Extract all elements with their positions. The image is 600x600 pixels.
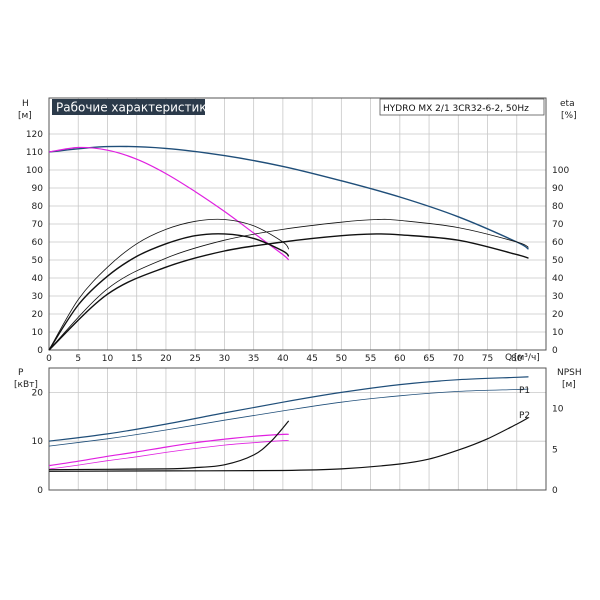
x-tick-label: 20 <box>160 354 172 364</box>
npsh-axis-label: NPSH <box>557 368 582 378</box>
x-tick-label: 10 <box>102 354 114 364</box>
y2-axis-unit: [%] <box>561 111 577 121</box>
y-tick-label: 80 <box>32 202 44 212</box>
y-tick-label: 100 <box>26 166 43 176</box>
npsh-axis-unit: [м] <box>562 380 576 390</box>
npsh-tick-label: 0 <box>552 486 558 496</box>
x-tick-label: 15 <box>131 354 142 364</box>
lower-y-ticks: 0 10 20 <box>32 388 44 496</box>
y-tick-label: 120 <box>26 130 43 140</box>
y-tick-label: 70 <box>32 220 44 230</box>
upper-plot-frame <box>48 97 547 351</box>
x-tick-label: 45 <box>306 354 317 364</box>
lower-curve-4 <box>48 440 289 470</box>
y2-axis-label: eta <box>560 99 575 109</box>
y2-tick-label: 70 <box>552 220 564 230</box>
lower-grid <box>48 368 546 491</box>
lower-curve-1 <box>48 376 529 442</box>
upper-y2-ticks: 0 10 20 30 40 50 60 70 80 90 100 <box>552 166 569 356</box>
lower-curve-6 <box>48 417 529 472</box>
y2-tick-label: 30 <box>552 292 564 302</box>
lower-curve-2 <box>48 388 529 447</box>
x-axis-label: Q <box>505 353 512 363</box>
lower-panel: 0 10 20 0 5 10 P [кВт] NPSH [м] P1 P2 <box>14 367 582 496</box>
lower-curve-5 <box>48 420 290 471</box>
x-tick-label: 55 <box>365 354 376 364</box>
x-tick-label: 75 <box>482 354 493 364</box>
y-tick-label: 0 <box>37 346 43 356</box>
y-axis-label: H <box>22 99 29 109</box>
x-tick-label: 0 <box>46 354 52 364</box>
x-tick-label: 50 <box>336 354 348 364</box>
x-tick-label: 30 <box>219 354 231 364</box>
upper-series <box>48 145 529 351</box>
x-tick-label: 80 <box>511 354 523 364</box>
power-axis-label: P <box>18 368 24 378</box>
y-tick-label: 50 <box>32 256 44 266</box>
y2-tick-label: 10 <box>552 328 564 338</box>
model-label: HYDRO MX 2/1 3CR32-6-2, 50Hz <box>383 104 529 114</box>
y2-tick-label: 40 <box>552 274 564 284</box>
upper-grid <box>48 98 546 351</box>
model-box <box>379 98 545 116</box>
x-tick-label: 35 <box>248 354 259 364</box>
x-tick-label: 25 <box>189 354 200 364</box>
y2-tick-label: 100 <box>552 166 569 176</box>
y-tick-label: 10 <box>32 328 44 338</box>
y-tick-label: 20 <box>32 310 44 320</box>
upper-y-ticks: 0 10 20 30 40 50 60 70 80 90 100 110 120 <box>26 130 43 356</box>
p2-series-label: P2 <box>519 411 530 421</box>
y-tick-label: 40 <box>32 274 44 284</box>
lower-plot-frame <box>48 367 547 491</box>
npsh-tick-label: 5 <box>552 445 558 455</box>
chart-title: Рабочие характеристики <box>56 101 214 115</box>
power-axis-unit: [кВт] <box>14 380 38 390</box>
power-tick-label: 10 <box>32 437 44 447</box>
upper-panel: Рабочие характеристики HYDRO MX 2/1 3CR3… <box>18 97 577 364</box>
power-tick-label: 0 <box>37 486 43 496</box>
title-box <box>52 99 205 115</box>
upper-curve-1 <box>48 145 529 250</box>
y2-tick-label: 90 <box>552 184 564 194</box>
y-tick-label: 30 <box>32 292 44 302</box>
y2-tick-label: 60 <box>552 238 564 248</box>
y2-tick-label: 50 <box>552 256 564 266</box>
lower-curve-3 <box>48 433 289 467</box>
y2-tick-label: 20 <box>552 310 564 320</box>
y-tick-label: 110 <box>26 148 43 158</box>
upper-curve-4 <box>48 233 290 351</box>
y2-tick-label: 0 <box>552 346 558 356</box>
x-tick-label: 60 <box>394 354 406 364</box>
x-tick-label: 65 <box>423 354 434 364</box>
x-tick-label: 40 <box>277 354 289 364</box>
upper-curve-3 <box>48 218 290 351</box>
lower-y2-ticks: 0 5 10 <box>552 405 564 496</box>
y-tick-label: 90 <box>32 184 44 194</box>
x-tick-label: 70 <box>453 354 465 364</box>
p1-series-label: P1 <box>519 386 530 396</box>
upper-curve-5 <box>48 218 529 351</box>
power-tick-label: 20 <box>32 388 44 398</box>
upper-curve-6 <box>48 233 529 351</box>
y-axis-unit: [м] <box>18 111 32 121</box>
y-tick-label: 60 <box>32 238 44 248</box>
x-ticks: 0 5 10 15 20 25 30 35 40 45 50 55 60 65 70 75 80 <box>46 354 523 364</box>
x-axis-unit: [м³/ч] <box>514 353 540 363</box>
x-tick-label: 5 <box>75 354 81 364</box>
y2-tick-label: 80 <box>552 202 564 212</box>
npsh-tick-label: 10 <box>552 405 564 415</box>
lower-series <box>48 376 529 472</box>
